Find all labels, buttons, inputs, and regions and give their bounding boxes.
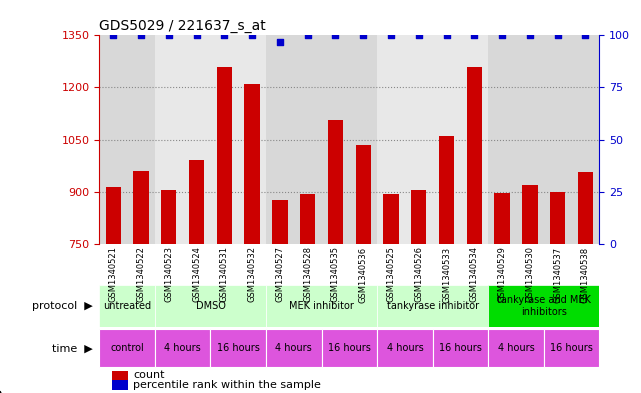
Text: count: count [133,370,165,380]
Point [192,32,202,39]
Bar [155,285,266,327]
Text: protocol  ▶: protocol ▶ [32,301,93,311]
Bar [377,35,488,244]
Text: 4 hours: 4 hours [276,343,312,353]
Point [303,32,313,39]
Bar [433,329,488,367]
Bar [578,173,593,244]
Bar [300,194,315,244]
Point [247,32,257,39]
Bar [99,285,155,327]
Bar [266,35,377,244]
Point [136,32,146,39]
Text: MEK inhibitor: MEK inhibitor [289,301,354,311]
Bar [106,187,121,244]
Text: 4 hours: 4 hours [164,343,201,353]
Bar [494,193,510,244]
Bar [266,285,377,327]
Bar [328,120,343,244]
Point [525,32,535,39]
Bar [266,329,322,367]
Bar [161,190,176,244]
Point [163,32,174,39]
Bar [217,66,232,244]
Bar [244,84,260,244]
Point [358,32,369,39]
Bar [488,285,599,327]
Bar [411,190,426,244]
Point [469,32,479,39]
Point [580,32,590,39]
Point [442,32,452,39]
Text: untreated: untreated [103,301,151,311]
Bar [133,171,149,244]
Point [219,32,229,39]
Point [386,32,396,39]
Text: DMSO: DMSO [196,301,226,311]
Point [275,39,285,45]
Text: 16 hours: 16 hours [439,343,482,353]
Bar [467,66,482,244]
Bar [99,329,155,367]
Text: 4 hours: 4 hours [387,343,423,353]
Bar [356,145,371,244]
Bar [322,329,377,367]
Text: time  ▶: time ▶ [52,343,93,353]
Bar [377,285,488,327]
Text: 16 hours: 16 hours [550,343,593,353]
Text: control: control [110,343,144,353]
Point [413,32,424,39]
Bar [383,194,399,244]
Bar [439,136,454,244]
Bar [210,329,266,367]
Bar [155,329,210,367]
Bar [544,329,599,367]
Bar [377,329,433,367]
Bar [488,329,544,367]
Bar [99,35,155,244]
Text: tankyrase and MEK
inhibitors: tankyrase and MEK inhibitors [497,295,591,317]
Text: GDS5029 / 221637_s_at: GDS5029 / 221637_s_at [99,19,266,33]
Bar [488,35,599,244]
Text: percentile rank within the sample: percentile rank within the sample [133,380,321,390]
Point [553,32,563,39]
Text: 4 hours: 4 hours [497,343,535,353]
Bar [112,371,128,380]
Bar [189,160,204,244]
Bar [112,380,128,390]
Bar [272,200,288,244]
Bar [550,192,565,244]
Bar [522,185,538,244]
Text: tankyrase inhibitor: tankyrase inhibitor [387,301,479,311]
Point [330,32,340,39]
Text: 16 hours: 16 hours [328,343,370,353]
Bar [155,35,266,244]
Text: 16 hours: 16 hours [217,343,260,353]
Point [497,32,507,39]
Point [108,32,119,39]
